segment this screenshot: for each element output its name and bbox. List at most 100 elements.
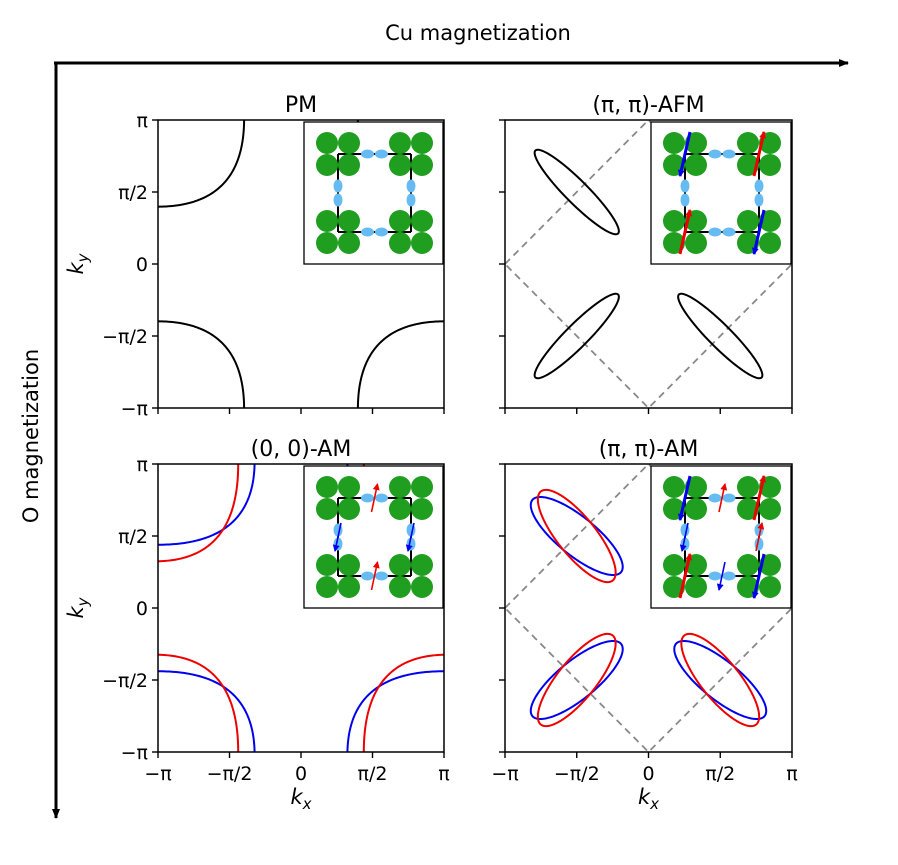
cu-d-orbital [316,210,360,254]
cu-lobe [663,210,685,232]
cu-lobe [759,576,781,598]
cu-lobe [389,498,411,520]
cu-lobe [389,476,411,498]
y-axis-label-main: k [64,606,88,619]
x-tick-label: 0 [642,763,654,785]
oxygen-orbital [361,227,388,237]
panel-title: (π, π)-AFM [592,93,704,118]
diagonal-guide-line [505,120,792,408]
cu-lobe [663,476,685,498]
cu-spin-arrow [752,475,767,521]
panel-pm: PM −π −π/2 0 π/2 π ky [64,93,445,420]
cu-lobe [338,476,360,498]
panel-title: (π, π)-AM [599,437,699,462]
oxygen-orbital [333,179,343,207]
fermi-surface-curve-Fermi-surface [158,320,246,408]
o-lobe [361,493,374,503]
cu-spin-arrow [752,131,767,177]
cu-lobe [389,132,411,154]
x-tick-label: −π/2 [554,763,600,785]
cu-d-orbital [737,132,781,176]
oxygen-orbital [361,571,388,581]
y-tick-label: π/2 [118,182,148,204]
y-axis-label-main: k [64,262,88,275]
fermi-pocket-spin-down [536,632,617,728]
oxygen-orbital [680,179,690,207]
cu-lobe [411,476,433,498]
cu-lobe [316,232,338,254]
o-spin-arrow [370,561,380,591]
cu-spin-arrow [678,553,693,599]
cu-lobe [685,154,707,176]
oxygen-orbital [754,179,764,207]
fermi-pocket-spin-up [529,639,624,721]
cu-lobe [389,154,411,176]
y-axis-label: ky [64,596,92,618]
cu-lobe [338,132,360,154]
cu-lobe [411,498,433,520]
x-axis-label-sub: x [649,795,659,813]
y-tick-label: π [137,454,148,476]
cu-lobe [338,554,360,576]
x-tick-label: π/2 [705,763,735,785]
y-axis-label-sub: y [74,596,92,607]
lattice-inset [650,121,792,265]
o-lobe [754,193,764,207]
lattice-inset [303,121,444,265]
top-axis-label: Cu magnetization [385,21,571,45]
fermi-pocket-Fermi-pockets [677,292,764,380]
oxygen-orbital [361,149,388,159]
o-lobe [708,571,722,581]
cu-lobe [316,576,338,598]
diagonal-guide-line [505,464,792,752]
y-tick-label: −π [121,742,148,764]
o-lobe [333,179,343,193]
cu-lobe [316,476,338,498]
x-tick-label: 0 [295,763,307,785]
fermi-surface-curve-spin-down [362,653,444,752]
cu-lobe [663,232,685,254]
cu-spin-arrow [677,475,692,521]
y-tick-label: 0 [136,254,148,276]
x-axis-label-main: k [290,785,303,809]
cu-lobe [338,498,360,520]
cu-lobe [316,498,338,520]
o-spin-arrow [755,522,765,552]
fermi-surface-curve-Fermi-surface [158,120,246,208]
x-axis-label: kx [290,785,311,813]
cu-lobe [338,154,360,176]
cu-lobe [663,132,685,154]
x-tick-label: π [438,763,449,785]
cu-lobe [685,132,707,154]
y-tick-label: π [137,110,148,132]
fermi-surface-curve-spin-up [346,670,444,752]
o-spin-arrow [718,483,728,513]
oxygen-orbital [708,493,736,503]
cu-lobe [411,154,433,176]
cu-lobe [411,554,433,576]
cu-d-orbital [663,132,707,176]
cu-spin-arrow [751,209,766,255]
panel-title: PM [285,93,317,118]
o-spin-arrow [405,522,415,552]
cu-spin-arrow [751,553,766,599]
o-lobe [361,149,374,159]
fermi-surface-curve-spin-down [158,653,240,752]
x-tick-label: −π [491,763,518,785]
cu-lobe [316,554,338,576]
x-tick-label: π [786,763,797,785]
cu-lobe [685,498,707,520]
cu-lobe [389,576,411,598]
o-lobe [708,493,722,503]
cu-lobe [759,154,781,176]
lattice-inset [303,465,444,609]
fermi-pocket-spin-up [529,495,624,577]
x-axis-label-sub: x [302,795,312,813]
y-tick-label: 0 [136,598,148,620]
o-spin-arrow [679,522,689,552]
cu-lobe [737,554,759,576]
o-lobe [722,227,736,237]
o-lobe [722,493,736,503]
o-spin-arrow [370,483,380,513]
cu-lobe [316,132,338,154]
